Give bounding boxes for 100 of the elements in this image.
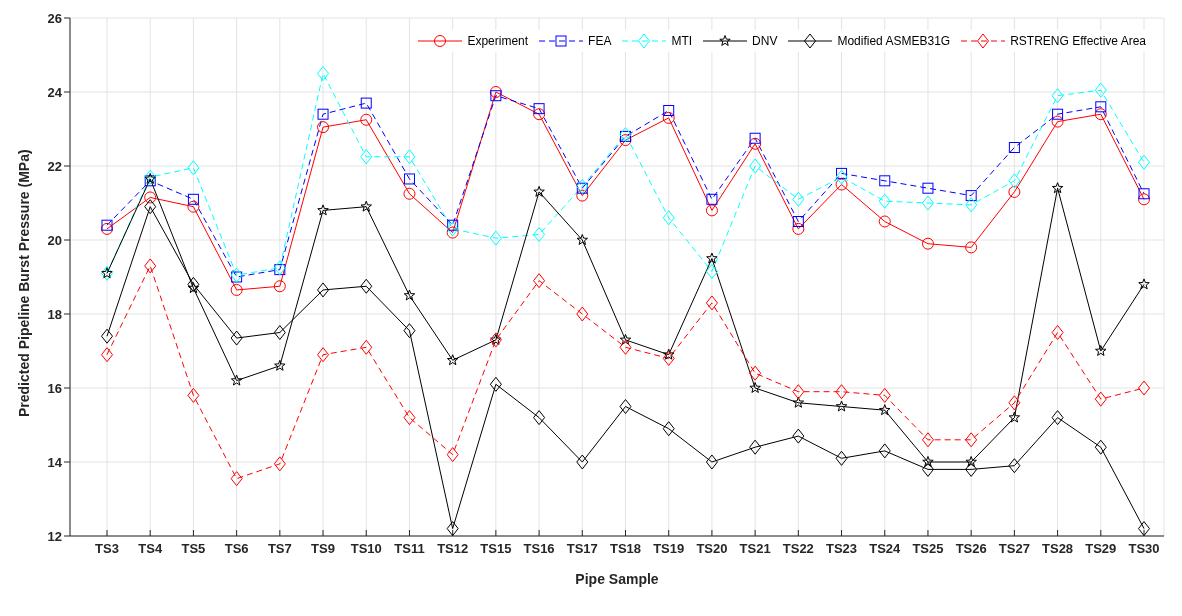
x-tick-label: TS5 [181, 541, 206, 557]
point [187, 193, 199, 205]
point [835, 450, 848, 466]
point [533, 410, 546, 426]
point [792, 216, 804, 227]
point [1094, 108, 1107, 121]
point [446, 354, 459, 366]
point [1051, 325, 1064, 340]
point [533, 273, 546, 289]
point [792, 222, 805, 235]
x-tick-label: TS7 [267, 541, 292, 557]
point [317, 282, 330, 298]
point [576, 306, 589, 322]
point [619, 399, 632, 414]
point [1051, 182, 1064, 194]
y-tick-label: 16 [47, 380, 62, 396]
point [274, 359, 286, 371]
point [835, 169, 848, 185]
point [1008, 142, 1020, 153]
point [1051, 115, 1064, 128]
x-tick-label: TS12 [437, 541, 469, 557]
point [921, 461, 934, 477]
y-tick-label: 20 [47, 232, 62, 248]
point [965, 461, 978, 477]
x-tick-label: TS22 [782, 541, 814, 557]
point [663, 105, 675, 116]
legend-label: DNV [752, 34, 778, 48]
point [273, 325, 286, 340]
point [705, 204, 718, 217]
point [446, 226, 459, 239]
point [489, 376, 502, 392]
point [792, 191, 805, 207]
x-tick-label: TS6 [224, 541, 249, 557]
x-tick-label: TS23 [826, 541, 858, 557]
point [230, 471, 243, 487]
point [231, 271, 243, 283]
point [144, 191, 157, 204]
point [749, 382, 761, 393]
point [317, 347, 330, 363]
point [662, 210, 675, 226]
point [576, 234, 589, 245]
point [1008, 185, 1021, 198]
point [576, 182, 588, 194]
point [878, 193, 891, 209]
point [403, 149, 416, 165]
x-tick-label: TS25 [912, 541, 944, 557]
y-tick-label: 14 [47, 454, 63, 470]
point [1052, 108, 1064, 120]
legend-label: FEA [588, 34, 612, 48]
point [144, 258, 157, 274]
point [749, 132, 761, 144]
point [533, 103, 545, 115]
point [1095, 345, 1107, 356]
point [187, 387, 200, 403]
point [792, 428, 805, 444]
y-tick-label: 12 [47, 528, 62, 544]
point [273, 260, 286, 276]
point [360, 200, 372, 212]
point [447, 219, 459, 231]
point [360, 149, 373, 165]
point [705, 263, 718, 279]
point [965, 190, 977, 202]
x-axis-title: Pipe Sample [575, 571, 659, 587]
point [1138, 380, 1150, 396]
point [922, 182, 934, 194]
point [187, 282, 200, 294]
point [446, 521, 459, 536]
point [1051, 88, 1064, 104]
point [835, 178, 848, 191]
point [619, 339, 632, 355]
point [1138, 521, 1150, 536]
y-tick-label: 24 [47, 84, 63, 100]
x-tick-label: TS24 [869, 541, 902, 557]
point [965, 456, 977, 467]
point [836, 167, 848, 179]
point [1138, 188, 1150, 200]
point [1094, 82, 1107, 98]
point [403, 173, 415, 185]
point [101, 219, 113, 231]
x-tick-label: TS30 [1128, 541, 1160, 557]
point [360, 278, 373, 294]
point [317, 204, 329, 216]
point [619, 134, 632, 147]
point [878, 215, 891, 228]
point [101, 328, 113, 344]
point [1008, 458, 1021, 474]
point [921, 432, 934, 448]
point [792, 384, 805, 400]
point [403, 289, 416, 301]
point [576, 178, 589, 194]
x-tick-label: TS4 [138, 541, 163, 557]
x-tick-label: TS29 [1085, 541, 1117, 557]
x-tick-label: TS28 [1042, 541, 1074, 557]
point [705, 295, 718, 311]
point [662, 348, 675, 360]
point [360, 339, 373, 355]
point [533, 185, 545, 197]
point [576, 454, 589, 470]
x-tick-label: TS27 [998, 541, 1030, 557]
y-tick-label: 18 [47, 306, 62, 322]
